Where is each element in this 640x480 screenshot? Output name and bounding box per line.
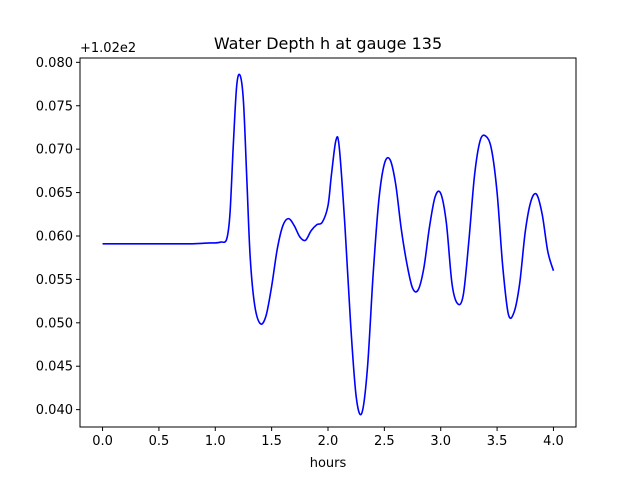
- y-tick-label: 0.060: [36, 229, 73, 244]
- chart-title: Water Depth h at gauge 135: [214, 34, 442, 53]
- x-tick-label: 3.0: [430, 434, 451, 449]
- x-tick-label: 4.0: [543, 434, 564, 449]
- y-tick-label: 0.080: [36, 56, 73, 71]
- plot-area-frame: [79, 57, 577, 428]
- y-tick-label: 0.065: [36, 186, 73, 201]
- x-tick-label: 0.5: [149, 434, 170, 449]
- y-offset-label: +1.02e2: [80, 41, 136, 56]
- x-tick-label: 1.0: [205, 434, 226, 449]
- y-tick-label: 0.075: [36, 99, 73, 114]
- series-line: [102, 73, 555, 416]
- x-tick-label: 2.5: [374, 434, 395, 449]
- x-tick-label: 3.5: [487, 434, 508, 449]
- y-tick-label: 0.070: [36, 143, 73, 158]
- x-tick-label: 1.5: [261, 434, 282, 449]
- x-tick-label: 0.0: [92, 434, 113, 449]
- y-tick-label: 0.050: [36, 316, 73, 331]
- x-tick-label: 2.0: [318, 434, 339, 449]
- y-tick-label: 0.045: [36, 360, 73, 375]
- y-tick-label: 0.040: [36, 403, 73, 418]
- axis-ticks: 0.0 0.5 1.0 1.5 2.0 2.5 3.0 3.5 4.0 0.040 0.045 0.0…: [36, 56, 564, 449]
- x-axis-label: hours: [310, 456, 347, 471]
- y-tick-label: 0.055: [36, 273, 73, 288]
